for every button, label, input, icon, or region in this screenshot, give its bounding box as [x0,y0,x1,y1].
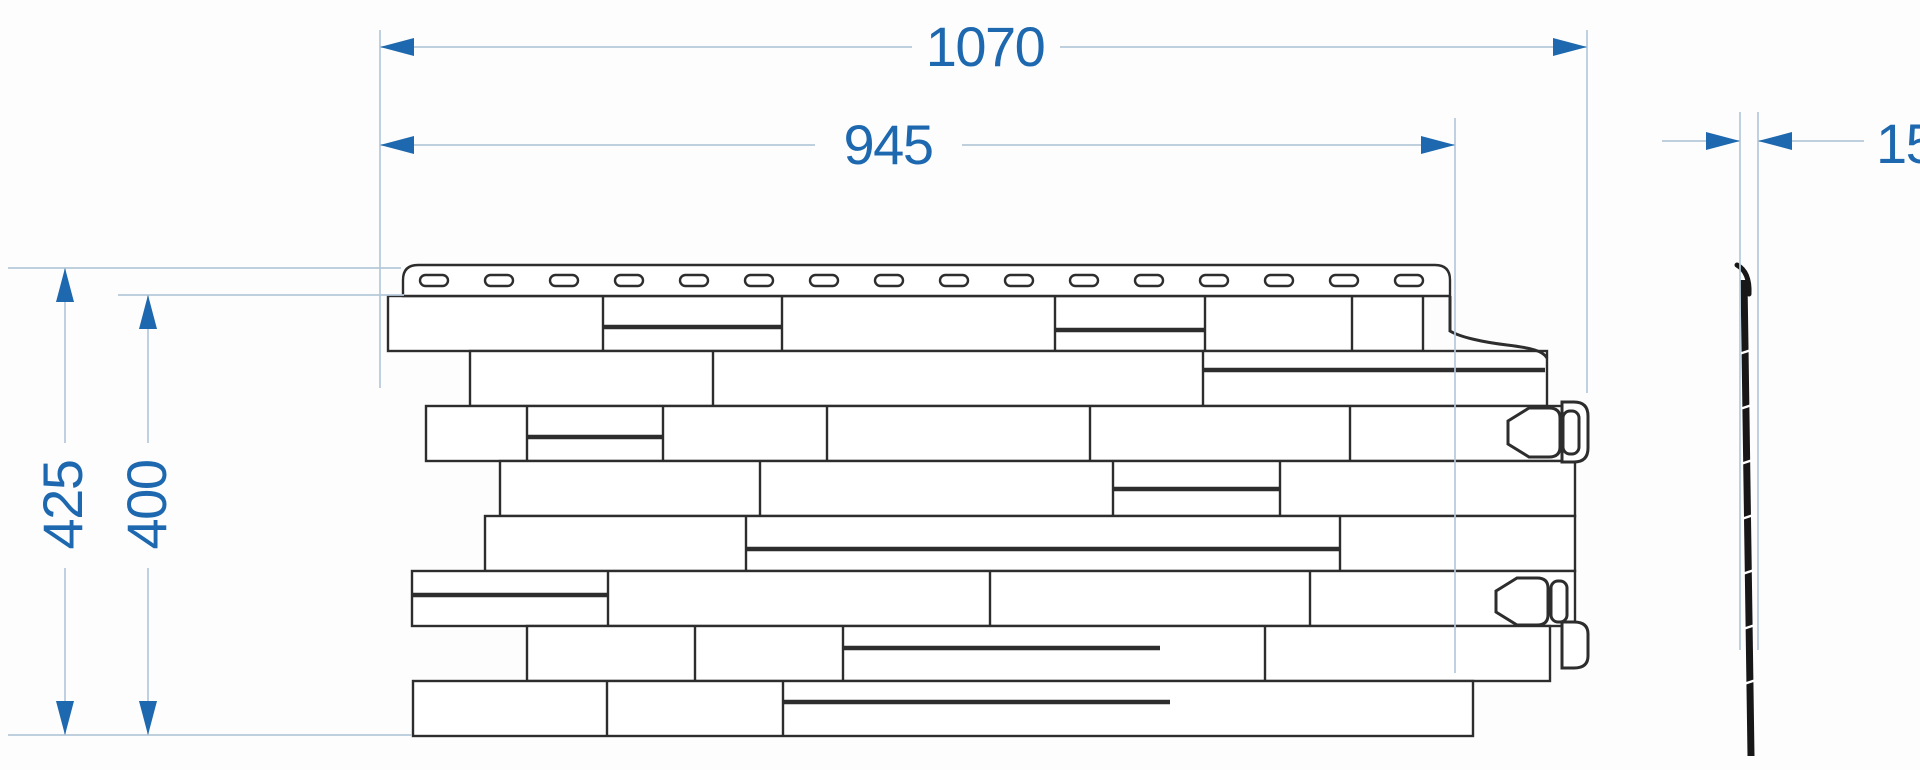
dimension-lines [8,30,1864,736]
dimension-label-thickness: 15 [1876,112,1920,175]
dimension-label-visible-width: 945 [843,113,934,176]
dimension-label-visible-height: 400 [115,460,178,550]
side-profile-view [1734,262,1755,756]
front-view [386,263,1590,738]
dimension-label-total-height: 425 [31,460,94,550]
dimension-label-total-width: 1070 [925,15,1046,78]
